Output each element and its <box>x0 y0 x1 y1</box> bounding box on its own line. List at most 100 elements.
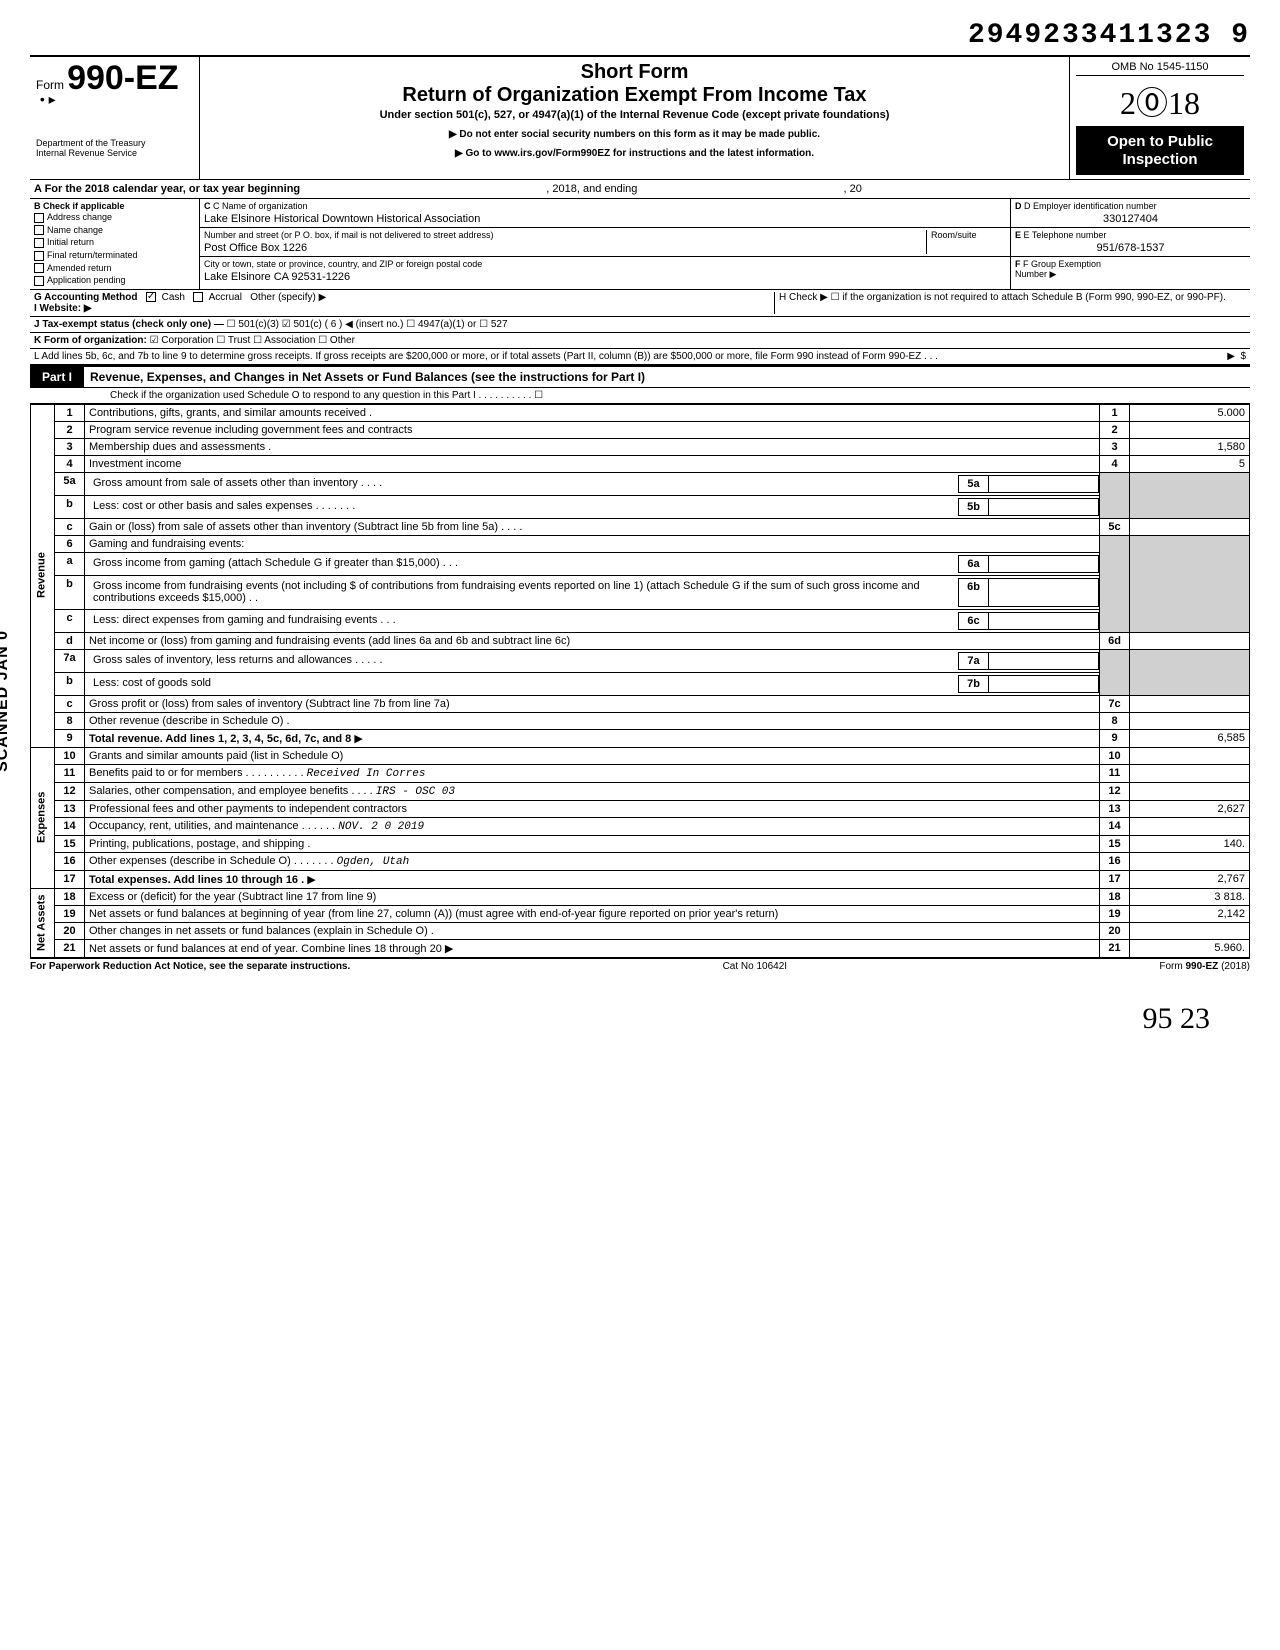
line-8-val <box>1130 712 1250 729</box>
info-grid: B Check if applicable Address change Nam… <box>30 199 1250 290</box>
room-label: Room/suite <box>931 230 1006 240</box>
row-l: L Add lines 5b, 6c, and 7b to line 9 to … <box>30 349 1250 365</box>
form-word: Form <box>36 78 64 92</box>
line-3-val: 1,580 <box>1130 438 1250 455</box>
side-net-assets: Net Assets <box>31 888 55 957</box>
line-11-desc: Benefits paid to or for members <box>89 767 242 779</box>
instruction-2: ▶ Go to www.irs.gov/Form990EZ for instru… <box>208 148 1061 159</box>
line-9-desc: Total revenue. Add lines 1, 2, 3, 4, 5c,… <box>89 733 351 745</box>
tax-year: 2⓪18 <box>1076 76 1244 127</box>
chk-cash[interactable] <box>146 292 156 302</box>
line-17-val: 2,767 <box>1130 870 1250 888</box>
chk-address-change[interactable]: Address change <box>34 211 195 224</box>
j-options: ☐ 501(c)(3) ☑ 501(c) ( 6 ) ◀ (insert no.… <box>227 319 508 330</box>
line-5a-desc: Gross amount from sale of assets other t… <box>89 475 959 492</box>
line-4-val: 5 <box>1130 455 1250 472</box>
line-11-val <box>1130 764 1250 782</box>
section-c: C C Name of organization Lake Elsinore H… <box>200 199 1010 289</box>
line-10-val <box>1130 747 1250 764</box>
g-label: G Accounting Method <box>34 292 138 303</box>
row-gi: G Accounting Method Cash Accrual Other (… <box>30 290 1250 317</box>
line-13-val: 2,627 <box>1130 800 1250 817</box>
line-5b-desc: Less: cost or other basis and sales expe… <box>89 498 959 515</box>
line-5c-val <box>1130 518 1250 535</box>
right-box: OMB No 1545-1150 2⓪18 Open to Public Ins… <box>1070 57 1250 179</box>
stamp-ogden: Ogden, Utah <box>337 856 410 868</box>
line-6a-desc: Gross income from gaming (attach Schedul… <box>89 555 959 572</box>
line-6c-val <box>989 612 1099 629</box>
part1-check: Check if the organization used Schedule … <box>30 388 1250 404</box>
part1-table: Revenue 1Contributions, gifts, grants, a… <box>30 404 1250 958</box>
f-label2: Number ▶ <box>1015 269 1246 280</box>
line-5b-val <box>989 498 1099 515</box>
h-label: H Check ▶ ☐ if the organization is not r… <box>774 292 1246 314</box>
line-15-val: 140. <box>1130 835 1250 852</box>
line-6d-val <box>1130 632 1250 649</box>
part1-header: Part I Revenue, Expenses, and Changes in… <box>30 365 1250 388</box>
side-revenue: Revenue <box>31 404 55 747</box>
f-label: F F Group Exemption <box>1015 259 1246 269</box>
footer-right: Form 990-EZ (2018) <box>1159 961 1250 972</box>
stamp-irs: IRS - OSC 03 <box>376 786 455 798</box>
line-7a-val <box>989 652 1099 669</box>
section-def: D D Employer identification number 33012… <box>1010 199 1250 289</box>
line-9-val: 6,585 <box>1130 729 1250 747</box>
city-value: Lake Elsinore CA 92531-1226 <box>204 271 1006 283</box>
chk-initial-return[interactable]: Initial return <box>34 236 195 249</box>
title-short-form: Short Form <box>208 61 1061 84</box>
addr-label: Number and street (or P O. box, if mail … <box>204 230 926 240</box>
chk-accrual[interactable] <box>193 292 203 302</box>
sec-a-mid: , 2018, and ending <box>546 183 637 195</box>
row-j: J Tax-exempt status (check only one) — ☐… <box>30 317 1250 333</box>
d-label: D D Employer identification number <box>1015 201 1246 211</box>
line-21-val: 5.960. <box>1130 939 1250 957</box>
line-21-desc: Net assets or fund balances at end of ye… <box>89 943 442 955</box>
form-id-box: Form 990-EZ • ▸ Department of the Treasu… <box>30 57 200 179</box>
line-7b-val <box>989 675 1099 692</box>
department: Department of the Treasury Internal Reve… <box>36 138 193 158</box>
c-label: C C Name of organization <box>204 201 1006 211</box>
title-main: Return of Organization Exempt From Incom… <box>208 84 1061 107</box>
part1-label: Part I <box>30 367 84 387</box>
row-k: K Form of organization: ☑ Corporation ☐ … <box>30 333 1250 349</box>
line-18-val: 3 818. <box>1130 888 1250 905</box>
addr-value: Post Office Box 1226 <box>204 242 926 254</box>
line-6d-desc: Net income or (loss) from gaming and fun… <box>85 632 1100 649</box>
line-14-desc: Occupancy, rent, utilities, and maintena… <box>89 820 299 832</box>
line-6b-desc: Gross income from fundraising events (no… <box>89 578 959 606</box>
sec-a-right: , 20 <box>844 183 862 195</box>
chk-name-change[interactable]: Name change <box>34 224 195 237</box>
line-14-val <box>1130 817 1250 835</box>
section-b: B Check if applicable Address change Nam… <box>30 199 200 289</box>
open-to-public: Open to Public Inspection <box>1076 127 1244 175</box>
chk-amended[interactable]: Amended return <box>34 262 195 275</box>
form-header: Form 990-EZ • ▸ Department of the Treasu… <box>30 55 1250 180</box>
line-18-desc: Excess or (deficit) for the year (Subtra… <box>85 888 1100 905</box>
line-2-val <box>1130 421 1250 438</box>
side-expenses: Expenses <box>31 747 55 888</box>
org-name: Lake Elsinore Historical Downtown Histor… <box>204 213 1006 225</box>
line-16-desc: Other expenses (describe in Schedule O) <box>89 855 291 867</box>
line-16-val <box>1130 852 1250 870</box>
chk-final-return[interactable]: Final return/terminated <box>34 249 195 262</box>
sec-a-left: A For the 2018 calendar year, or tax yea… <box>34 183 300 195</box>
phone-value: 951/678-1537 <box>1015 242 1246 254</box>
line-5a-val <box>989 475 1099 492</box>
line-13-desc: Professional fees and other payments to … <box>85 800 1100 817</box>
line-20-desc: Other changes in net assets or fund bala… <box>85 922 1100 939</box>
footer-left: For Paperwork Reduction Act Notice, see … <box>30 961 350 972</box>
line-1-desc: Contributions, gifts, grants, and simila… <box>89 407 372 419</box>
line-7c-desc: Gross profit or (loss) from sales of inv… <box>85 695 1100 712</box>
line-7b-desc: Less: cost of goods sold <box>89 675 959 692</box>
handwriting: 95 23 <box>30 1002 1250 1036</box>
chk-pending[interactable]: Application pending <box>34 274 195 287</box>
omb-number: OMB No 1545-1150 <box>1076 61 1244 76</box>
form-number: 990-EZ <box>67 59 179 97</box>
page-footer: For Paperwork Reduction Act Notice, see … <box>30 958 1250 972</box>
stamp-received: Received In Corres <box>307 768 426 780</box>
section-a: A For the 2018 calendar year, or tax yea… <box>30 180 1250 199</box>
part1-title: Revenue, Expenses, and Changes in Net As… <box>84 367 1250 387</box>
b-label: B Check if applicable <box>34 201 195 211</box>
ein-value: 330127404 <box>1015 213 1246 225</box>
title-box: Short Form Return of Organization Exempt… <box>200 57 1070 179</box>
